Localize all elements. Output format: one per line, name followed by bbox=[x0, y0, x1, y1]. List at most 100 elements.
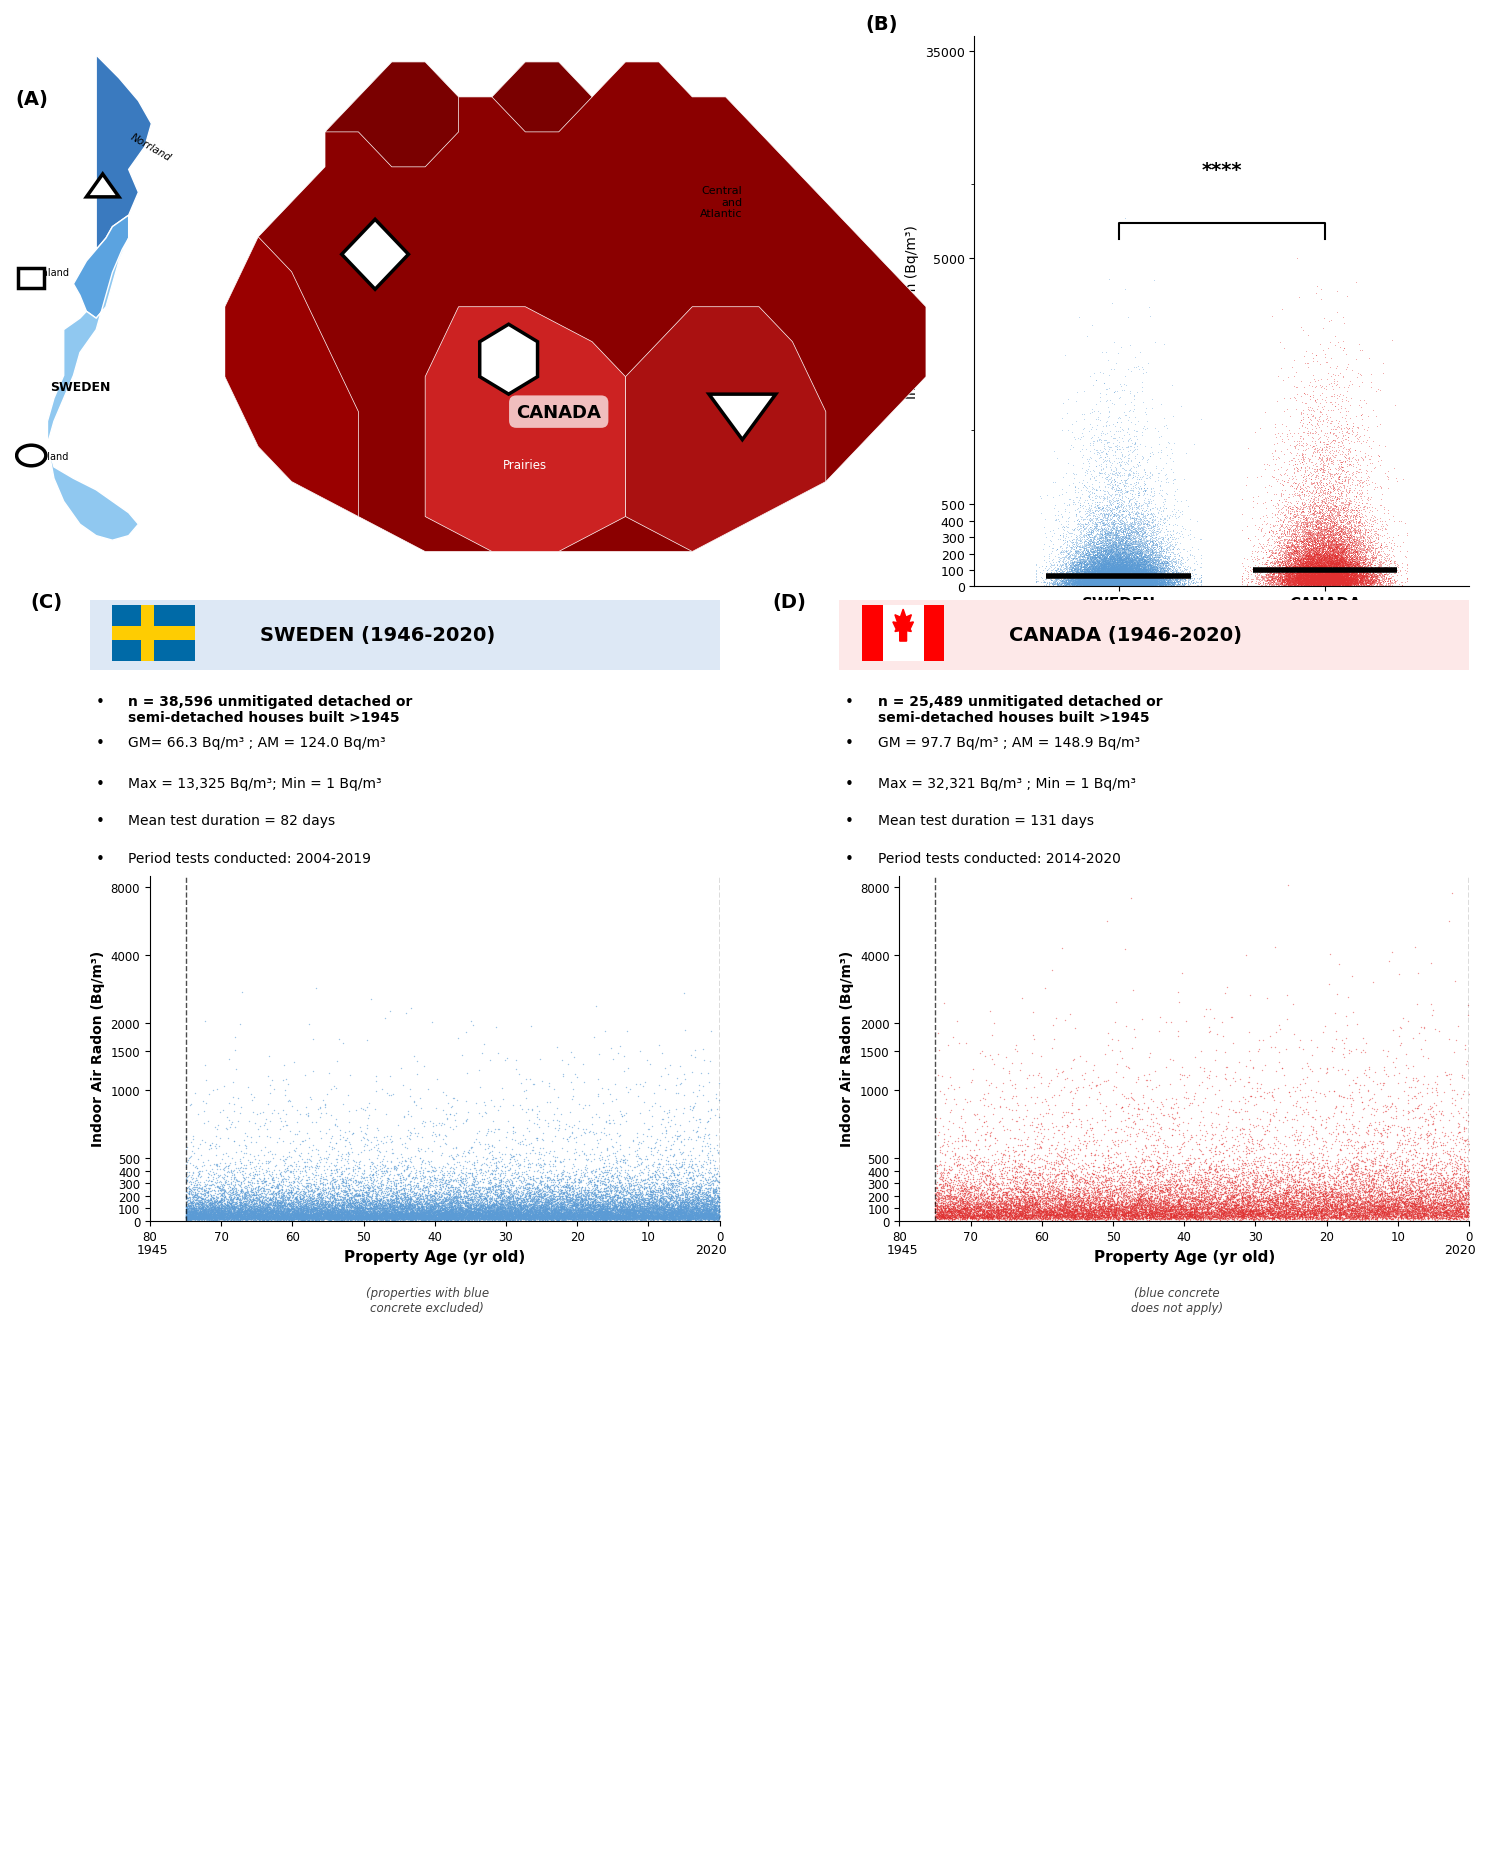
Point bbox=[1231, 1199, 1255, 1228]
Point bbox=[204, 1187, 228, 1217]
Point bbox=[252, 1197, 276, 1227]
Point bbox=[1117, 548, 1141, 578]
Point bbox=[382, 1204, 406, 1234]
Point bbox=[1112, 561, 1136, 591]
Point bbox=[1088, 475, 1112, 505]
Point bbox=[1147, 555, 1171, 585]
Point bbox=[1420, 1120, 1444, 1150]
Point bbox=[1114, 557, 1138, 587]
Point bbox=[1336, 1165, 1360, 1195]
Point bbox=[1307, 559, 1331, 589]
Point bbox=[1109, 567, 1133, 596]
Point bbox=[1063, 1204, 1087, 1234]
Point bbox=[705, 1195, 729, 1225]
Point bbox=[1424, 1202, 1448, 1232]
Point bbox=[559, 1202, 583, 1232]
Point bbox=[952, 1193, 976, 1223]
Point bbox=[1370, 1178, 1394, 1208]
Point bbox=[465, 1202, 489, 1232]
Point bbox=[1333, 552, 1357, 582]
Point bbox=[1108, 569, 1132, 598]
Point bbox=[612, 1197, 636, 1227]
Point bbox=[1027, 1174, 1051, 1204]
Point bbox=[1150, 565, 1174, 595]
Point bbox=[1346, 567, 1370, 596]
Point bbox=[184, 1178, 208, 1208]
Point bbox=[1102, 546, 1126, 576]
Point bbox=[1303, 552, 1327, 582]
Point bbox=[1088, 567, 1112, 596]
Point bbox=[1291, 520, 1315, 550]
Point bbox=[1157, 1178, 1181, 1208]
Point bbox=[475, 1197, 499, 1227]
Point bbox=[190, 1202, 214, 1232]
Point bbox=[1253, 1202, 1277, 1232]
Point bbox=[1438, 1204, 1462, 1234]
Point bbox=[1147, 561, 1171, 591]
Point bbox=[421, 1171, 445, 1200]
Point bbox=[1216, 973, 1240, 1003]
Point bbox=[1117, 541, 1141, 570]
Point bbox=[1100, 565, 1124, 595]
Point bbox=[1124, 561, 1148, 591]
Point bbox=[1321, 494, 1345, 524]
Point bbox=[944, 1202, 968, 1232]
Point bbox=[280, 1202, 304, 1232]
Point bbox=[1310, 557, 1334, 587]
Point bbox=[525, 1202, 549, 1232]
Point bbox=[204, 1195, 228, 1225]
Point bbox=[1334, 559, 1358, 589]
Point bbox=[558, 1202, 582, 1232]
Point bbox=[567, 1200, 591, 1230]
Point bbox=[420, 1187, 444, 1217]
Point bbox=[1120, 554, 1144, 583]
Point bbox=[1117, 544, 1141, 574]
Point bbox=[1072, 541, 1096, 570]
Point bbox=[1348, 567, 1372, 596]
Point bbox=[974, 1187, 998, 1217]
Point bbox=[252, 1187, 276, 1217]
Point bbox=[1123, 552, 1147, 582]
Point bbox=[511, 1204, 535, 1234]
Point bbox=[307, 1178, 331, 1208]
Point bbox=[241, 1202, 265, 1232]
Point bbox=[1129, 550, 1153, 580]
Point bbox=[355, 1171, 379, 1200]
Point bbox=[382, 1204, 406, 1234]
Point bbox=[1123, 567, 1147, 596]
Point bbox=[1063, 1202, 1087, 1232]
Point bbox=[483, 1202, 507, 1232]
Point bbox=[468, 1156, 492, 1186]
Point bbox=[1390, 1186, 1414, 1215]
Point bbox=[1427, 1199, 1451, 1228]
Point bbox=[1103, 526, 1127, 555]
Point bbox=[357, 1200, 381, 1230]
Point bbox=[639, 1202, 663, 1232]
Point bbox=[1106, 569, 1130, 598]
Point bbox=[256, 1176, 280, 1206]
Point bbox=[666, 1199, 690, 1228]
Point bbox=[1085, 569, 1109, 598]
Point bbox=[1087, 567, 1111, 596]
Point bbox=[959, 1202, 983, 1232]
Point bbox=[1126, 539, 1150, 569]
Point bbox=[1298, 554, 1322, 583]
Point bbox=[1093, 567, 1117, 596]
Point bbox=[306, 1200, 330, 1230]
Point bbox=[316, 1191, 340, 1221]
Point bbox=[681, 1165, 705, 1195]
Point bbox=[1082, 559, 1106, 589]
Point bbox=[480, 1182, 504, 1212]
Point bbox=[402, 1199, 426, 1228]
Point bbox=[1117, 516, 1141, 546]
Point bbox=[195, 1202, 219, 1232]
Point bbox=[1303, 529, 1327, 559]
Point bbox=[1123, 570, 1147, 600]
Point bbox=[1309, 561, 1333, 591]
Point bbox=[1333, 511, 1357, 541]
Point bbox=[1091, 563, 1115, 593]
Point bbox=[1138, 550, 1162, 580]
Point bbox=[1070, 546, 1094, 576]
Point bbox=[346, 1186, 370, 1215]
Point bbox=[1159, 541, 1183, 570]
